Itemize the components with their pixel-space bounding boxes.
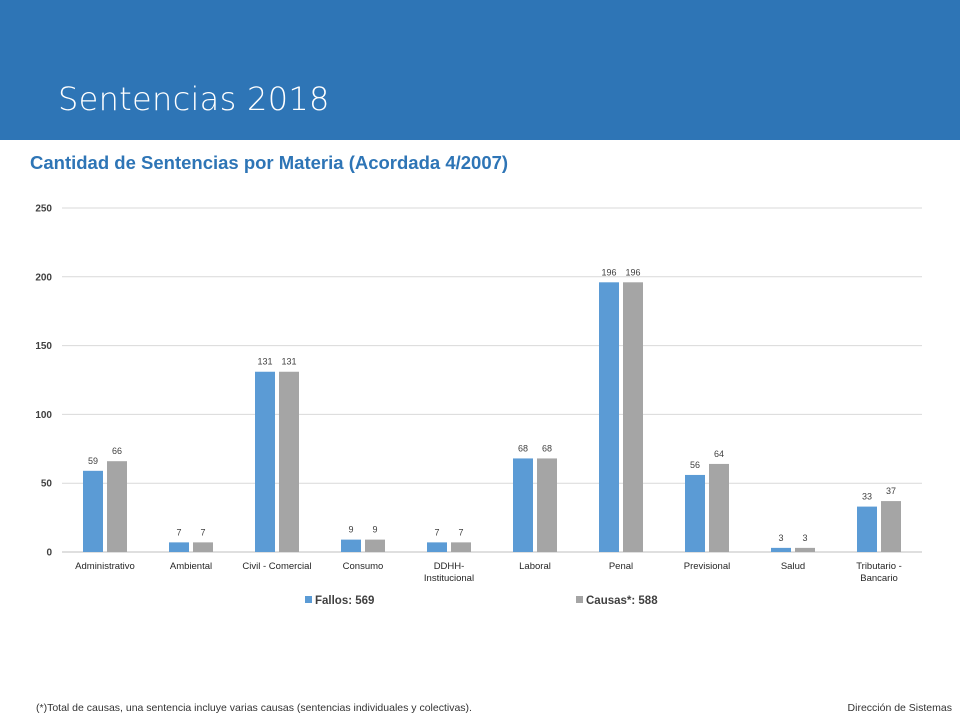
bar (857, 506, 877, 552)
data-label: 196 (601, 267, 616, 277)
x-tick-label: Bancario (860, 573, 898, 584)
x-tick-label: Administrativo (75, 561, 135, 572)
y-tick-label: 250 (35, 204, 52, 215)
data-label: 56 (690, 460, 700, 470)
bar (451, 542, 471, 552)
data-label: 3 (802, 533, 807, 543)
data-label: 64 (714, 449, 724, 459)
bar (795, 547, 815, 552)
x-tick-label: Civil - Comercial (242, 561, 311, 572)
bar (279, 371, 299, 552)
y-tick-label: 200 (35, 272, 52, 283)
bar (169, 542, 189, 552)
y-tick-label: 150 (35, 341, 52, 352)
data-label: 68 (518, 443, 528, 453)
bar (107, 461, 127, 552)
bar (513, 458, 533, 552)
data-label: 7 (200, 527, 205, 537)
header-band (0, 0, 960, 140)
x-tick-label: Salud (781, 561, 805, 572)
bar (881, 501, 901, 552)
bar (685, 474, 705, 552)
footer-department: Dirección de Sistemas (847, 702, 952, 714)
bar (709, 463, 729, 552)
legend-swatch (576, 596, 583, 603)
bar (341, 539, 361, 552)
chart-title: Cantidad de Sentencias por Materia (Acor… (30, 152, 509, 173)
data-label: 66 (112, 446, 122, 456)
legend-label: Causas*: 588 (586, 595, 658, 607)
bar (623, 282, 643, 552)
data-label: 33 (862, 492, 872, 502)
data-label: 131 (257, 357, 272, 367)
x-tick-label: Institucional (424, 573, 474, 584)
data-label: 7 (458, 527, 463, 537)
data-label: 9 (348, 525, 353, 535)
data-label: 3 (778, 533, 783, 543)
data-label: 68 (542, 443, 552, 453)
legend-label: Fallos: 569 (315, 595, 374, 607)
data-label: 196 (625, 267, 640, 277)
x-tick-label: Consumo (343, 561, 384, 572)
x-tick-label: Penal (609, 561, 633, 572)
data-label: 7 (176, 527, 181, 537)
footnote: (*)Total de causas, una sentencia incluy… (36, 702, 472, 714)
slide-title: Sentencias 2018 (58, 80, 330, 118)
legend-swatch (305, 596, 312, 603)
bar (771, 547, 791, 552)
y-tick-label: 0 (46, 548, 52, 559)
bar (255, 371, 275, 552)
y-tick-label: 50 (41, 479, 53, 490)
x-tick-label: Laboral (519, 561, 551, 572)
x-tick-label: DDHH- (434, 561, 465, 572)
bar (427, 542, 447, 552)
data-label: 131 (281, 357, 296, 367)
data-label: 9 (372, 525, 377, 535)
data-label: 59 (88, 456, 98, 466)
bar (83, 470, 103, 552)
x-tick-label: Tributario - (856, 561, 902, 572)
bar (193, 542, 213, 552)
x-tick-label: Ambiental (170, 561, 212, 572)
data-label: 37 (886, 486, 896, 496)
y-tick-label: 100 (35, 410, 52, 421)
x-tick-label: Previsional (684, 561, 730, 572)
data-label: 7 (434, 527, 439, 537)
bar (365, 539, 385, 552)
bar (599, 282, 619, 552)
bar (537, 458, 557, 552)
